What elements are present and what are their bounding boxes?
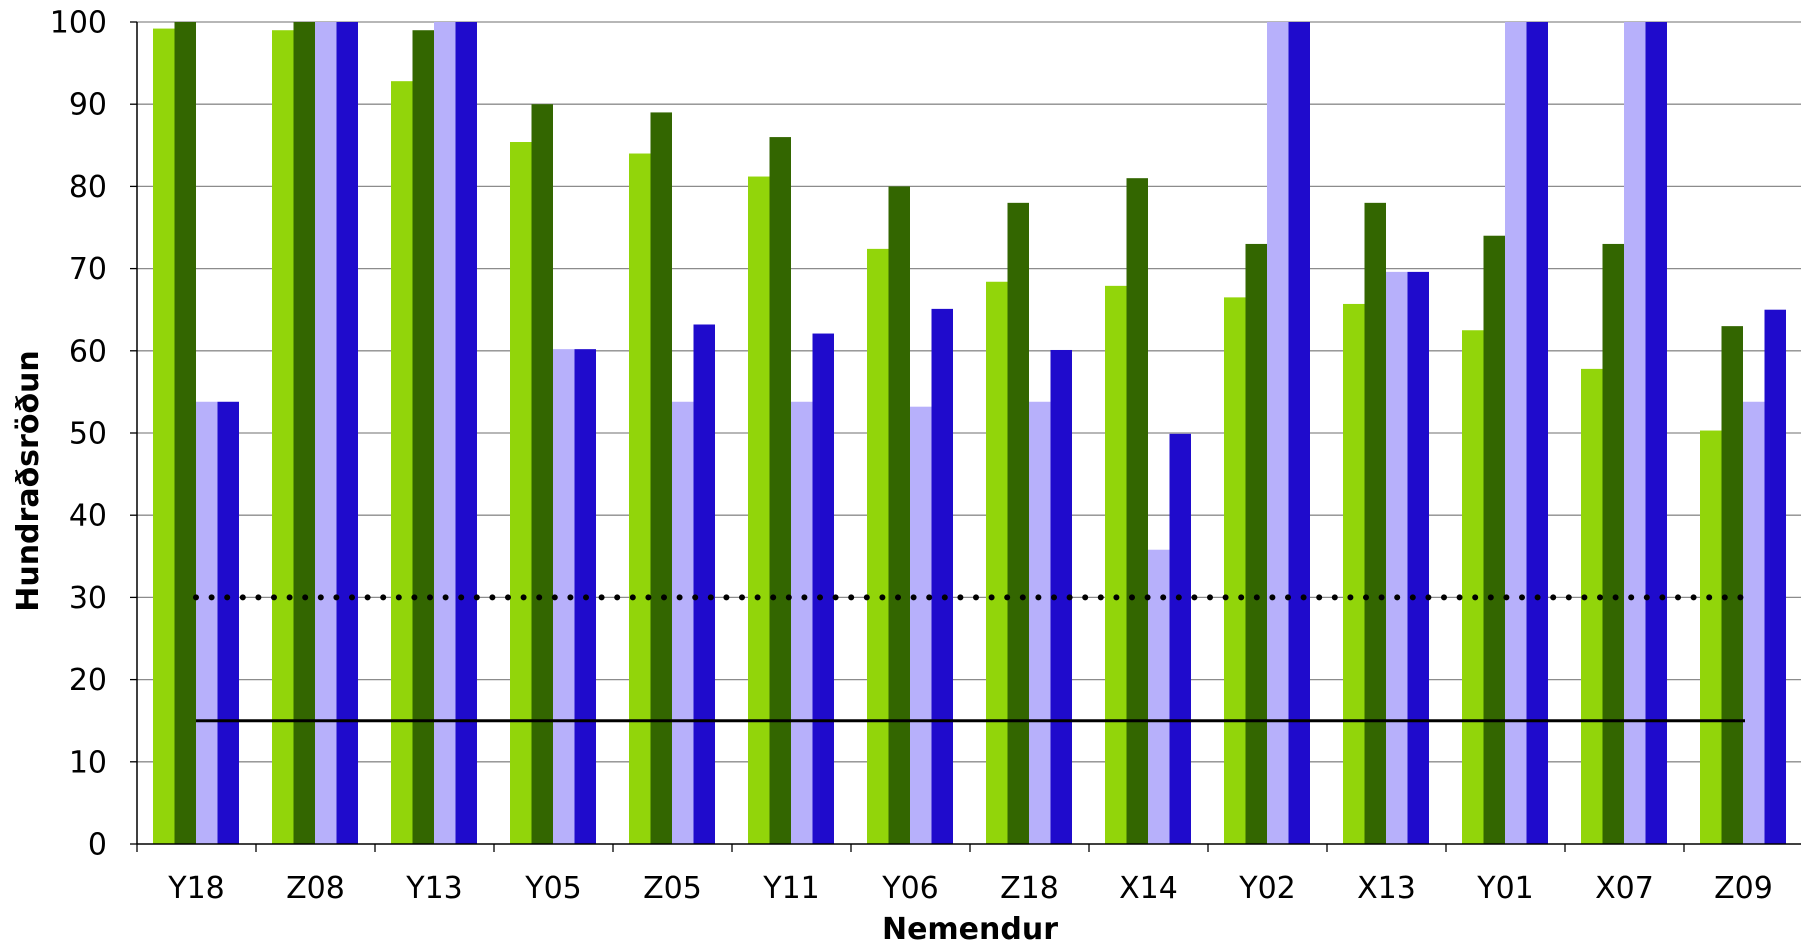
- bar: [672, 401, 694, 844]
- y-tick-label: 0: [88, 828, 107, 863]
- bar: [986, 281, 1008, 844]
- bar: [693, 324, 715, 845]
- bars: [153, 22, 1786, 845]
- bar: [293, 22, 315, 844]
- bar: [1407, 271, 1429, 844]
- bar: [1288, 22, 1310, 844]
- y-tick-label: 80: [69, 170, 107, 205]
- bar: [1029, 401, 1051, 844]
- bar: [1364, 202, 1386, 845]
- bar: [1343, 303, 1365, 844]
- x-tick-label: Y13: [405, 871, 463, 906]
- bar: [812, 333, 834, 844]
- bar: [510, 142, 532, 845]
- bar: [1483, 235, 1505, 845]
- bar: [1148, 549, 1170, 844]
- bar: [1764, 309, 1786, 844]
- bar: [1007, 202, 1029, 845]
- bar: [1581, 368, 1603, 844]
- bar: [910, 406, 932, 844]
- x-tick-label: X07: [1595, 871, 1654, 906]
- x-axis-title: Nemendur: [882, 912, 1058, 947]
- bar: [1721, 326, 1743, 844]
- bar: [174, 22, 196, 844]
- y-axis-title: Hundraðsröðun: [11, 350, 46, 612]
- bar: [748, 176, 770, 844]
- bar: [412, 30, 434, 845]
- bar: [769, 137, 791, 844]
- x-tick-label: X13: [1357, 871, 1416, 906]
- x-tick-label: Y02: [1238, 871, 1296, 906]
- y-tick-label: 10: [69, 745, 107, 780]
- x-tick-label: Y06: [881, 871, 939, 906]
- bar: [217, 401, 239, 844]
- x-tick-label: Y11: [762, 871, 820, 906]
- bar: [272, 30, 294, 845]
- bar: [196, 401, 218, 844]
- x-tick-labels: Y18 Z08 Y13 Y05 Z05 Y11 Y06 Z18 X14 Y02 X13 Y01 X07 Z…: [167, 871, 1773, 906]
- bar: [1602, 243, 1624, 844]
- bar: [1126, 178, 1148, 844]
- bar: [1462, 330, 1484, 844]
- bar: [391, 81, 413, 844]
- y-tick-label: 70: [69, 252, 107, 287]
- bar: [931, 308, 953, 844]
- x-tick-label: Z08: [286, 871, 345, 906]
- bar: [1245, 243, 1267, 844]
- bar: [1105, 285, 1127, 844]
- bar: [455, 22, 477, 844]
- y-tick-label: 20: [69, 663, 107, 698]
- bar: [1743, 401, 1765, 844]
- x-tick-label: Y01: [1476, 871, 1534, 906]
- y-tick-label: 60: [69, 334, 107, 369]
- bar: [867, 248, 889, 844]
- bar: [531, 104, 553, 844]
- bar: [650, 112, 672, 845]
- x-tick-label: Y05: [524, 871, 582, 906]
- bar: [1267, 22, 1289, 844]
- bar: [1700, 430, 1722, 844]
- y-tick-label: 90: [69, 88, 107, 123]
- y-tick-label: 100: [50, 6, 107, 41]
- x-tick-label: Z05: [643, 871, 702, 906]
- bar: [1169, 433, 1191, 844]
- y-tick-label: 40: [69, 499, 107, 534]
- bar: [1505, 22, 1527, 844]
- x-tick-label: Y18: [167, 871, 225, 906]
- bar: [1526, 22, 1548, 844]
- bar: [1386, 271, 1408, 844]
- bar: [336, 22, 358, 844]
- bar: [629, 153, 651, 844]
- bar: [1624, 22, 1646, 844]
- bar: [791, 401, 813, 844]
- bar: [434, 22, 456, 844]
- reference-lines: [193, 594, 1748, 723]
- bar: [153, 28, 175, 845]
- y-tick-labels: 0 10 20 30 40 50 60 70 80 90 100: [50, 6, 107, 863]
- bar: [1645, 22, 1667, 844]
- y-tick-label: 30: [69, 581, 107, 616]
- y-tick-label: 50: [69, 417, 107, 452]
- bar: [888, 186, 910, 844]
- x-tick-label: X14: [1119, 871, 1178, 906]
- bar: [1224, 297, 1246, 844]
- x-tick-label: Z18: [1000, 871, 1059, 906]
- x-tick-label: Z09: [1714, 871, 1773, 906]
- bar: [315, 22, 337, 844]
- axes: [136, 22, 1801, 852]
